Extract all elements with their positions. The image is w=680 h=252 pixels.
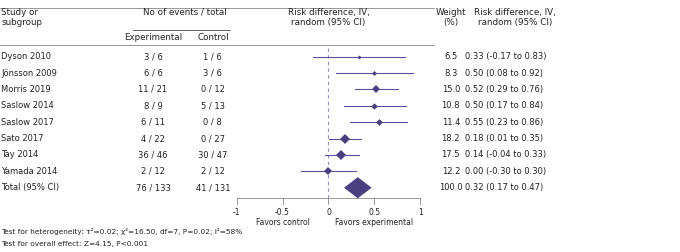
Text: 6.5: 6.5: [444, 52, 458, 61]
Text: Risk difference, IV,
random (95% CI): Risk difference, IV, random (95% CI): [474, 8, 556, 27]
Text: Yamada 2014: Yamada 2014: [1, 167, 58, 176]
Text: 4 / 22: 4 / 22: [141, 134, 165, 143]
Text: 2 / 12: 2 / 12: [141, 167, 165, 176]
Text: Weight
(%): Weight (%): [436, 8, 466, 27]
Text: 1: 1: [418, 208, 422, 217]
Text: 0.00 (-0.30 to 0.30): 0.00 (-0.30 to 0.30): [465, 167, 546, 176]
Text: 0.52 (0.29 to 0.76): 0.52 (0.29 to 0.76): [465, 85, 543, 94]
Text: 3 / 6: 3 / 6: [203, 69, 222, 78]
Text: -0.5: -0.5: [275, 208, 290, 217]
Text: 0.50 (0.17 to 0.84): 0.50 (0.17 to 0.84): [465, 101, 543, 110]
Text: Saslow 2017: Saslow 2017: [1, 118, 54, 127]
Text: No of events / total: No of events / total: [143, 8, 226, 17]
Text: 76 / 133: 76 / 133: [135, 183, 171, 192]
Text: 41 / 131: 41 / 131: [196, 183, 230, 192]
Text: 18.2: 18.2: [441, 134, 460, 143]
Polygon shape: [344, 177, 371, 198]
Text: 12.2: 12.2: [441, 167, 460, 176]
Text: 6 / 6: 6 / 6: [143, 69, 163, 78]
Text: 0.18 (0.01 to 0.35): 0.18 (0.01 to 0.35): [465, 134, 543, 143]
Text: Total (95% CI): Total (95% CI): [1, 183, 59, 192]
Text: Control: Control: [197, 33, 228, 42]
Text: 8.3: 8.3: [444, 69, 458, 78]
Text: Favors experimental: Favors experimental: [335, 218, 413, 227]
Text: 0 / 12: 0 / 12: [201, 85, 225, 94]
Text: Tay 2014: Tay 2014: [1, 150, 39, 160]
Text: 0.14 (-0.04 to 0.33): 0.14 (-0.04 to 0.33): [465, 150, 546, 160]
Text: 0.5: 0.5: [369, 208, 380, 217]
Text: 0.32 (0.17 to 0.47): 0.32 (0.17 to 0.47): [465, 183, 543, 192]
Text: Jönsson 2009: Jönsson 2009: [1, 69, 57, 78]
Text: 11.4: 11.4: [441, 118, 460, 127]
Text: 2 / 12: 2 / 12: [201, 167, 225, 176]
Text: 0 / 8: 0 / 8: [203, 118, 222, 127]
Text: 0: 0: [326, 208, 331, 217]
Text: 6 / 11: 6 / 11: [141, 118, 165, 127]
Text: Favors control: Favors control: [256, 218, 309, 227]
Text: Study or
subgroup: Study or subgroup: [1, 8, 42, 27]
Text: 0.55 (0.23 to 0.86): 0.55 (0.23 to 0.86): [465, 118, 543, 127]
Text: 15.0: 15.0: [441, 85, 460, 94]
Text: 17.5: 17.5: [441, 150, 460, 160]
Text: -1: -1: [233, 208, 241, 217]
Text: Test for heterogeneity: τ²=0.02; χ²=16.50, df=7, P=0.02; I²=58%: Test for heterogeneity: τ²=0.02; χ²=16.5…: [1, 228, 243, 235]
Text: Sato 2017: Sato 2017: [1, 134, 44, 143]
Text: 5 / 13: 5 / 13: [201, 101, 225, 110]
Text: 0 / 27: 0 / 27: [201, 134, 225, 143]
Text: Morris 2019: Morris 2019: [1, 85, 51, 94]
Text: 10.8: 10.8: [441, 101, 460, 110]
Text: Saslow 2014: Saslow 2014: [1, 101, 54, 110]
Text: 1 / 6: 1 / 6: [203, 52, 222, 61]
Text: 8 / 9: 8 / 9: [143, 101, 163, 110]
Text: 0.50 (0.08 to 0.92): 0.50 (0.08 to 0.92): [465, 69, 543, 78]
Text: 0.33 (-0.17 to 0.83): 0.33 (-0.17 to 0.83): [465, 52, 547, 61]
Text: Test for overall effect: Z=4.15, P<0.001: Test for overall effect: Z=4.15, P<0.001: [1, 241, 148, 247]
Text: Experimental: Experimental: [124, 33, 182, 42]
Text: 100.0: 100.0: [439, 183, 462, 192]
Text: Dyson 2010: Dyson 2010: [1, 52, 52, 61]
Text: Risk difference, IV,
random (95% CI): Risk difference, IV, random (95% CI): [288, 8, 369, 27]
Text: 3 / 6: 3 / 6: [143, 52, 163, 61]
Text: 11 / 21: 11 / 21: [139, 85, 167, 94]
Text: 36 / 46: 36 / 46: [138, 150, 168, 160]
Text: 30 / 47: 30 / 47: [198, 150, 228, 160]
